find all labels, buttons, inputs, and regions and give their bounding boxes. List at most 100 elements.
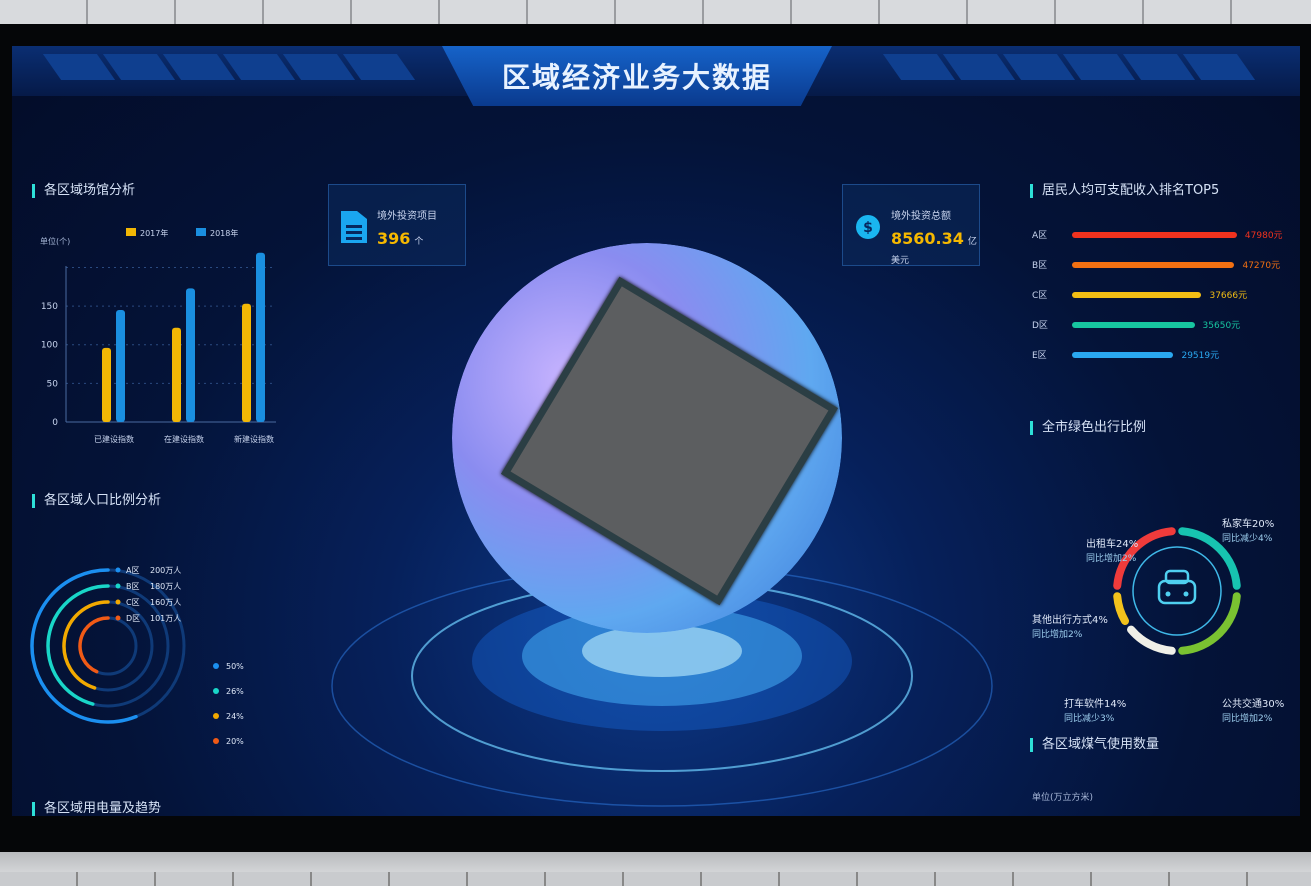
slice-change: 同比减少4%	[1222, 534, 1273, 544]
region-name: D区	[126, 614, 140, 623]
kpi-overseas-projects: 境外投资项目 396 个	[328, 184, 466, 266]
legend-dot	[115, 583, 121, 589]
car-body	[1157, 579, 1197, 605]
kpi-label: 境外投资总额	[891, 211, 951, 222]
slice-change: 同比增加2%	[1086, 554, 1137, 564]
population-radial-chart: A区 200万人 50% B区 180万人 26% C区 160万人 24% D区 101万人 20%	[30, 566, 244, 746]
dashboard-screen: 区域经济业务大数据 各区域场馆分析 单位(个) 2017年 2018年 0 50 100 1…	[12, 46, 1300, 816]
header-stripe	[222, 54, 296, 80]
header-stripe	[942, 54, 1016, 80]
bar	[172, 327, 181, 422]
region-name: A区	[126, 566, 139, 575]
radial-bar	[46, 584, 110, 706]
kpi-number: 396	[377, 229, 411, 248]
section-title-power: 各区域用电量及趋势	[32, 802, 161, 816]
file-list-icon	[341, 211, 367, 243]
legend-dot	[115, 615, 121, 621]
section-title-gas: 各区域煤气使用数量	[1030, 738, 1159, 752]
bar	[256, 252, 265, 422]
donut-slice	[1178, 592, 1241, 655]
legend-dot	[115, 567, 121, 573]
wall-background	[0, 0, 1311, 24]
bar	[102, 347, 111, 422]
hologram-platform	[331, 565, 993, 807]
x-tick-label: 已建设指数	[94, 434, 134, 444]
income-row: A区 47980元	[1032, 228, 1283, 241]
donut-slice	[1113, 592, 1130, 625]
slice-change: 同比增加2%	[1032, 630, 1083, 640]
income-row: E区 29519元	[1032, 348, 1219, 361]
income-value: 37666元	[1209, 291, 1248, 301]
income-value: 35650元	[1202, 321, 1241, 331]
y-tick-label: 50	[47, 379, 59, 389]
y-tick-label: 100	[41, 341, 58, 351]
page-title: 区域经济业务大数据	[501, 61, 772, 94]
legend-swatch	[196, 228, 206, 236]
title-banner: 区域经济业务大数据	[442, 46, 832, 106]
header-stripe	[282, 54, 356, 80]
income-ranking-chart: A区 47980元 B区 47270元 C区 37666元 D区 35650元 E区 29519元	[1032, 228, 1292, 368]
region-population: 200万人	[150, 566, 181, 575]
header-stripe	[1002, 54, 1076, 80]
percent-dot	[213, 663, 219, 669]
percent-label: 50%	[226, 662, 244, 671]
bar	[242, 303, 251, 422]
floor-background	[0, 852, 1311, 886]
region-name: A区	[1032, 231, 1048, 241]
header-stripe	[1062, 54, 1136, 80]
income-row: D区 35650元	[1032, 318, 1240, 331]
header-stripe	[162, 54, 236, 80]
donut-slice	[1113, 527, 1176, 590]
slice-label: 其他出行方式4% 同比增加2%	[1032, 614, 1108, 642]
percent-dot	[213, 688, 219, 694]
slice-name: 出租车24%	[1086, 539, 1139, 550]
header-stripe	[1122, 54, 1196, 80]
bar	[186, 288, 195, 422]
legend-swatch	[126, 228, 136, 236]
region-name: C区	[126, 598, 140, 607]
kpi-unit: 个	[414, 237, 424, 247]
y-tick-label: 0	[52, 418, 58, 428]
slice-name: 打车软件14%	[1064, 699, 1127, 710]
inner-ring	[1132, 546, 1222, 636]
percent-dot	[213, 713, 219, 719]
percent-dot	[213, 738, 219, 744]
svg-text:$: $	[863, 220, 873, 236]
section-title-green-travel: 全市绿色出行比例	[1030, 421, 1146, 435]
region-name: E区	[1032, 351, 1047, 361]
x-tick-label: 新建设指数	[234, 434, 274, 444]
gas-unit-label: 单位(万立方米)	[1032, 793, 1094, 803]
kpi-number: 8560.34	[891, 229, 964, 248]
y-unit-label: 单位(个)	[40, 236, 70, 246]
donut-slice	[1127, 625, 1176, 655]
income-bar	[1072, 351, 1174, 358]
slice-name: 其他出行方式4%	[1032, 615, 1108, 626]
section-title-income: 居民人均可支配收入排名TOP5	[1030, 184, 1219, 198]
income-value: 29519元	[1181, 351, 1220, 361]
income-bar	[1072, 321, 1195, 328]
slice-label: 公共交通30% 同比增加2%	[1222, 698, 1284, 726]
income-bar	[1072, 291, 1202, 298]
dollar-icon: $	[856, 215, 880, 239]
kpi-value: 8560.34 亿美元	[891, 229, 979, 267]
region-population: 160万人	[150, 598, 181, 607]
legend-label: 2017年	[140, 228, 168, 238]
header-stripe	[342, 54, 416, 80]
green-travel-donut	[1113, 527, 1241, 655]
legend-dot	[115, 599, 121, 605]
slice-name: 私家车20%	[1222, 519, 1275, 530]
slice-change: 同比增加2%	[1222, 714, 1273, 724]
header-stripe	[102, 54, 176, 80]
percent-label: 26%	[226, 687, 244, 696]
region-population: 101万人	[150, 614, 181, 623]
kpi-overseas-investment: $ 境外投资总额 8560.34 亿美元	[842, 184, 980, 266]
income-value: 47270元	[1242, 261, 1281, 271]
section-title-venues: 各区域场馆分析	[32, 184, 135, 198]
slice-label: 私家车20% 同比减少4%	[1222, 518, 1274, 546]
percent-label: 20%	[226, 737, 244, 746]
slice-change: 同比减少3%	[1064, 714, 1115, 724]
region-name: C区	[1032, 291, 1048, 301]
header-stripe	[882, 54, 956, 80]
header-stripe	[42, 54, 116, 80]
radial-bar	[30, 568, 138, 724]
